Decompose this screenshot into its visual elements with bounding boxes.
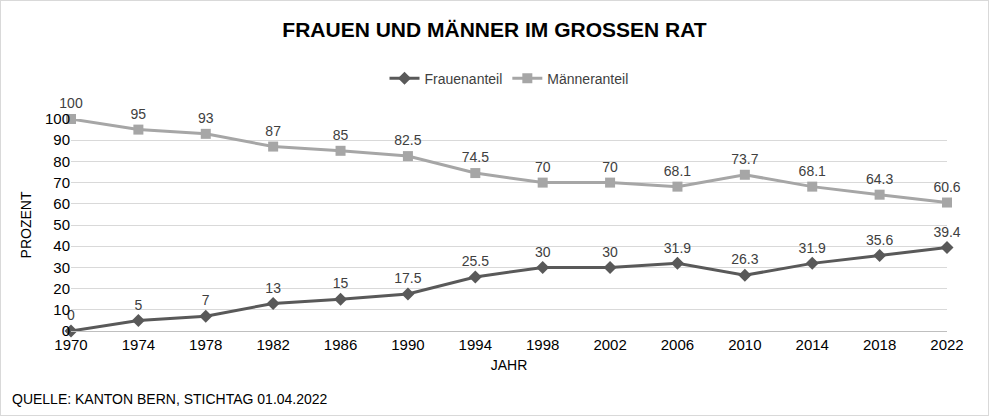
svg-text:17.5: 17.5 [394,270,421,286]
svg-text:PROZENT: PROZENT [18,191,34,258]
svg-text:26.3: 26.3 [731,251,758,267]
svg-text:74.5: 74.5 [462,149,489,165]
svg-text:FRAUEN UND MÄNNER IM GROSSEN R: FRAUEN UND MÄNNER IM GROSSEN RAT [282,18,706,41]
svg-text:95: 95 [131,106,147,122]
svg-text:0: 0 [62,322,70,339]
svg-text:40: 40 [53,237,70,254]
svg-text:90: 90 [53,131,70,148]
svg-text:82.5: 82.5 [394,132,421,148]
svg-text:2014: 2014 [796,336,829,353]
svg-text:1982: 1982 [256,336,289,353]
svg-text:1986: 1986 [324,336,357,353]
svg-text:10: 10 [53,301,70,318]
svg-text:85: 85 [333,127,349,143]
svg-text:93: 93 [198,110,214,126]
svg-text:70: 70 [602,159,618,175]
svg-text:70: 70 [535,159,551,175]
svg-text:73.7: 73.7 [731,151,758,167]
svg-text:2006: 2006 [661,336,694,353]
svg-text:31.9: 31.9 [664,240,691,256]
svg-text:68.1: 68.1 [799,163,826,179]
svg-text:2010: 2010 [728,336,761,353]
svg-text:100: 100 [59,95,83,111]
svg-text:2002: 2002 [593,336,626,353]
svg-text:87: 87 [265,123,281,139]
svg-text:7: 7 [202,292,210,308]
svg-text:1998: 1998 [526,336,559,353]
svg-text:13: 13 [265,280,281,296]
svg-text:100: 100 [45,110,70,127]
svg-text:1990: 1990 [391,336,424,353]
svg-text:80: 80 [53,153,70,170]
svg-text:35.6: 35.6 [866,232,893,248]
svg-text:QUELLE: KANTON BERN, STICHTAG: QUELLE: KANTON BERN, STICHTAG 01.04.2022 [12,391,328,407]
svg-text:30: 30 [535,244,551,260]
svg-text:60: 60 [53,195,70,212]
svg-text:30: 30 [602,244,618,260]
svg-text:1994: 1994 [459,336,492,353]
svg-text:1978: 1978 [189,336,222,353]
svg-text:5: 5 [134,297,142,313]
svg-text:39.4: 39.4 [933,224,960,240]
svg-text:15: 15 [333,275,349,291]
svg-text:1970: 1970 [54,336,87,353]
svg-text:70: 70 [53,174,70,191]
svg-text:20: 20 [53,280,70,297]
svg-text:31.9: 31.9 [799,240,826,256]
svg-text:2022: 2022 [930,336,963,353]
svg-text:Männeranteil: Männeranteil [547,71,628,87]
svg-text:JAHR: JAHR [491,357,528,373]
svg-text:0: 0 [67,307,75,323]
svg-text:1974: 1974 [122,336,155,353]
svg-text:64.3: 64.3 [866,171,893,187]
svg-text:25.5: 25.5 [462,253,489,269]
svg-text:68.1: 68.1 [664,163,691,179]
svg-text:2018: 2018 [863,336,896,353]
svg-text:Frauenanteil: Frauenanteil [425,71,503,87]
svg-text:30: 30 [53,259,70,276]
svg-text:50: 50 [53,216,70,233]
svg-text:60.6: 60.6 [933,179,960,195]
